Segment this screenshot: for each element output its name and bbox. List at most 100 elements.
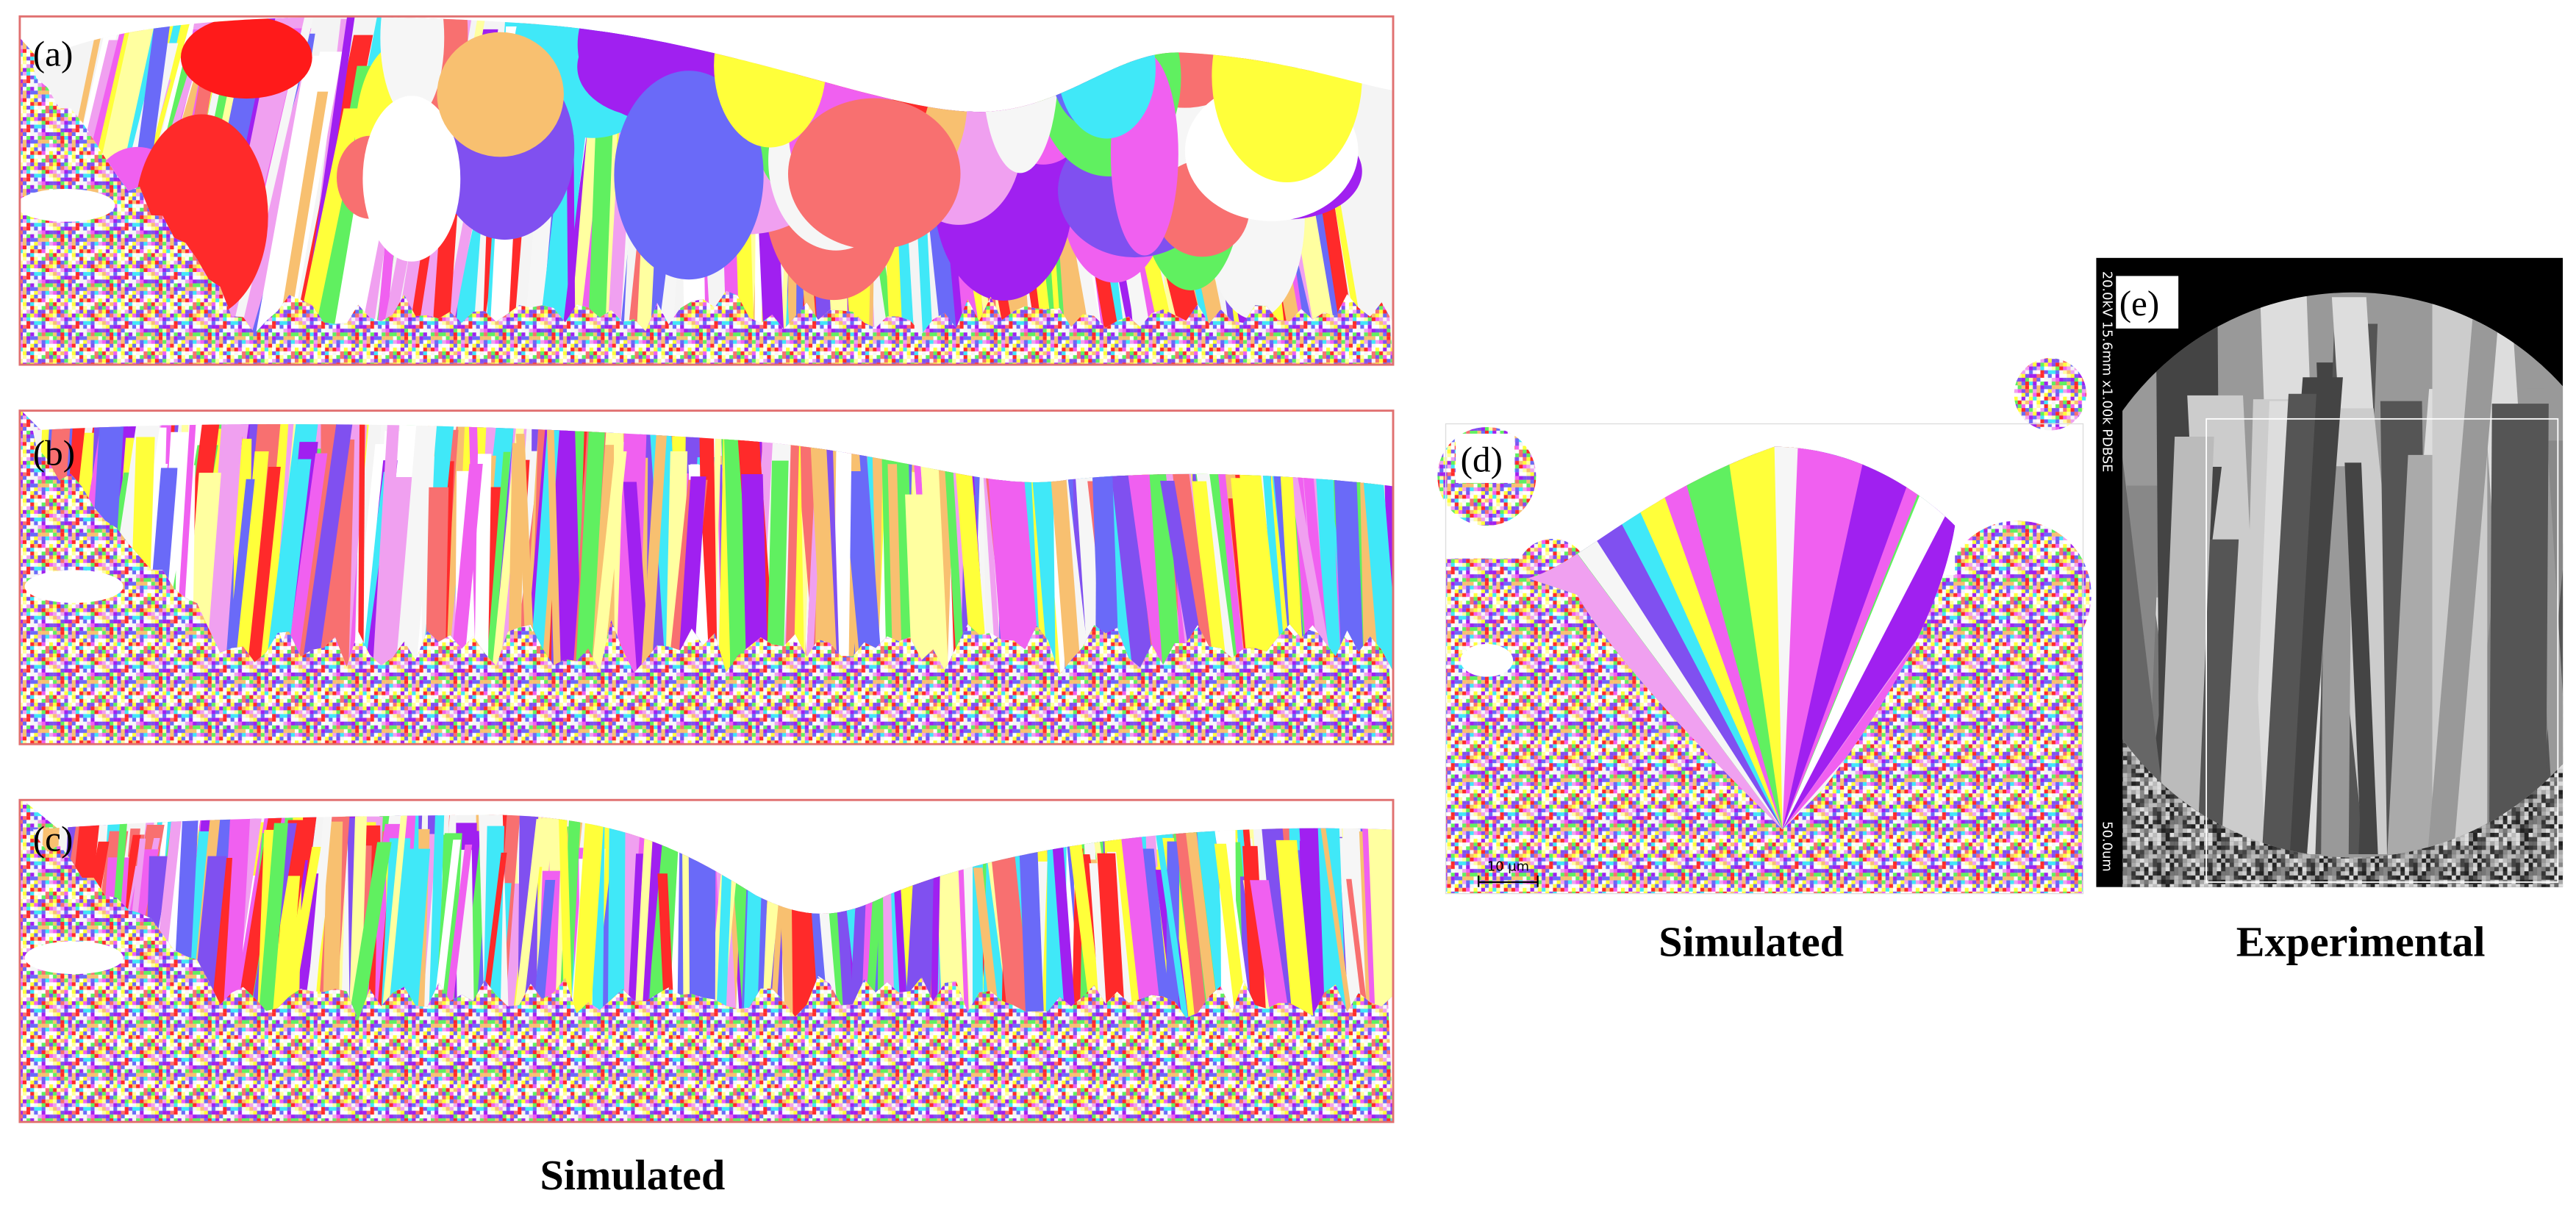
grain	[263, 459, 312, 675]
grain	[623, 482, 656, 675]
grain	[166, 815, 201, 1020]
grain	[607, 815, 626, 1020]
grain	[345, 471, 392, 675]
grain	[990, 849, 1043, 1020]
dome-outer	[2122, 292, 2576, 858]
grain	[248, 55, 322, 334]
grain	[331, 842, 392, 1020]
grain	[387, 848, 431, 1020]
substrate	[19, 409, 1394, 745]
grain	[343, 444, 385, 675]
label-bg	[2116, 276, 2179, 329]
powder-particle	[1943, 520, 2092, 669]
grain	[263, 846, 321, 1020]
grain	[238, 467, 281, 675]
grain	[443, 463, 483, 675]
grain	[437, 32, 564, 157]
grain	[1367, 824, 1394, 1020]
grain	[545, 423, 564, 675]
panel-border	[18, 409, 1395, 745]
grain	[264, 876, 301, 1020]
grain	[212, 815, 251, 1020]
grain	[1031, 469, 1057, 675]
grain	[1782, 446, 1956, 830]
grain	[419, 840, 461, 1020]
grain	[1018, 828, 1048, 1020]
grain	[2122, 444, 2170, 854]
grain	[905, 494, 935, 675]
grain	[2252, 401, 2291, 854]
grain	[842, 471, 889, 675]
grain	[642, 815, 681, 1020]
grain	[1242, 845, 1273, 1020]
grain	[423, 487, 449, 675]
grain	[273, 453, 328, 675]
grain	[1108, 448, 1163, 675]
grain	[180, 17, 312, 99]
grain	[227, 451, 269, 675]
caption: Simulated	[1659, 918, 1844, 966]
scale-text: 50.0um	[2099, 821, 2114, 871]
grain	[1183, 815, 1233, 1020]
grain	[479, 451, 511, 675]
substrate	[19, 797, 1394, 1123]
grain	[887, 464, 904, 675]
grain	[430, 844, 473, 1020]
grain	[565, 815, 607, 1020]
grain	[425, 815, 446, 1020]
panel-a	[16, 15, 1395, 366]
grain	[1066, 823, 1117, 1020]
grain	[558, 815, 576, 1020]
grain	[586, 91, 615, 334]
panel-label: (d)	[1461, 439, 1503, 479]
panel-d	[1437, 358, 2092, 895]
grain	[1276, 840, 1324, 1020]
grain	[1338, 838, 1379, 1020]
grain	[1189, 481, 1237, 675]
grain	[787, 98, 961, 250]
grain	[621, 853, 643, 1020]
grain	[1106, 815, 1159, 1020]
caption: Experimental	[2236, 918, 2486, 966]
panel-b	[18, 409, 1395, 745]
grain	[672, 476, 706, 675]
grain	[1115, 815, 1174, 1020]
grain	[2427, 292, 2501, 854]
panel-label: (c)	[33, 819, 74, 859]
notch	[24, 570, 124, 604]
grain	[2158, 436, 2214, 854]
grain	[430, 833, 462, 1020]
scale-bar-label: 10 µm	[1487, 859, 1529, 874]
grain	[712, 820, 734, 1020]
grain	[943, 451, 970, 675]
grain	[1299, 824, 1339, 1020]
grain	[626, 815, 656, 1020]
grain	[1363, 474, 1394, 675]
grain	[2568, 573, 2576, 854]
grain	[1317, 815, 1351, 1020]
grain	[346, 815, 368, 1020]
grain	[249, 823, 288, 1020]
grain	[614, 71, 764, 280]
grain	[1152, 815, 1205, 1020]
grain	[1195, 815, 1236, 1020]
void	[1460, 643, 1514, 677]
panel-border	[18, 15, 1395, 366]
panel-e	[2096, 257, 2576, 887]
grain	[1097, 853, 1132, 1020]
grain	[1126, 464, 1190, 675]
melt-pool	[32, 17, 1394, 334]
grain	[501, 819, 545, 1020]
grain	[934, 819, 970, 1020]
notch	[16, 188, 115, 222]
roi-box	[2205, 418, 2559, 883]
powder-particle	[2014, 358, 2087, 431]
grain	[918, 423, 953, 675]
dome	[2122, 292, 2576, 858]
grain	[1160, 480, 1220, 675]
panel-label: (b)	[33, 432, 75, 473]
grain	[371, 815, 412, 1020]
melt-pool	[32, 815, 1394, 1020]
grain	[2344, 462, 2378, 854]
